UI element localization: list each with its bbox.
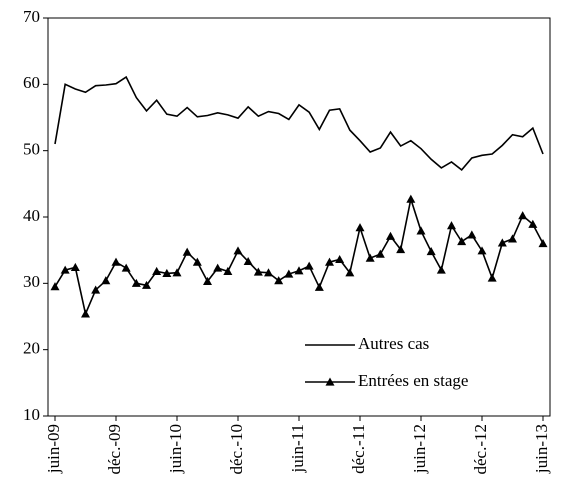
marker	[142, 280, 151, 289]
legend-label: Entrées en stage	[358, 371, 468, 390]
marker	[162, 268, 172, 277]
y-tick-label: 50	[23, 140, 40, 159]
legend-box	[300, 325, 548, 401]
y-tick-label: 10	[23, 405, 40, 424]
marker	[213, 263, 223, 272]
marker	[91, 285, 101, 294]
marker	[467, 230, 477, 239]
marker	[375, 249, 385, 258]
marker	[101, 276, 111, 285]
marker	[131, 278, 141, 287]
marker	[416, 226, 426, 235]
marker	[314, 282, 324, 291]
marker	[111, 257, 121, 266]
y-tick-label: 20	[23, 339, 40, 358]
marker	[81, 309, 90, 318]
marker	[304, 261, 314, 270]
marker	[426, 246, 436, 256]
marker	[386, 231, 395, 240]
marker	[60, 265, 70, 274]
marker	[508, 234, 517, 243]
marker	[396, 245, 406, 254]
marker	[264, 268, 273, 277]
marker	[406, 194, 416, 203]
marker	[436, 265, 446, 274]
marker	[487, 273, 497, 282]
x-tick-label: juin-12	[410, 424, 429, 474]
y-tick-label: 40	[23, 206, 40, 225]
marker	[152, 266, 162, 275]
marker	[518, 211, 528, 220]
legend-label: Autres cas	[358, 334, 429, 353]
marker	[457, 237, 467, 246]
marker	[253, 267, 263, 276]
marker	[274, 276, 284, 285]
marker	[182, 247, 192, 256]
marker	[243, 256, 253, 266]
y-tick-label: 70	[23, 7, 40, 26]
x-tick-label: déc.-10	[227, 424, 246, 475]
y-tick-label: 60	[23, 73, 40, 92]
marker	[477, 246, 487, 255]
marker	[447, 221, 456, 230]
series-line	[54, 195, 544, 317]
x-tick-label: juin-09	[44, 424, 63, 474]
marker	[335, 254, 345, 264]
series-line	[54, 75, 544, 172]
marker	[223, 266, 233, 275]
marker	[172, 268, 182, 277]
marker	[538, 239, 548, 248]
marker	[70, 262, 80, 272]
marker	[233, 246, 243, 255]
x-tick-label: juin-10	[166, 424, 185, 474]
legend-marker	[325, 377, 335, 386]
marker	[294, 266, 304, 275]
marker	[528, 219, 538, 228]
marker	[284, 269, 294, 278]
marker	[497, 238, 507, 247]
marker	[121, 263, 131, 272]
y-tick-label: 30	[23, 272, 40, 291]
marker	[50, 282, 60, 291]
x-tick-label: juin-13	[532, 424, 551, 474]
x-tick-label: déc.-09	[105, 424, 124, 475]
marker	[325, 257, 334, 266]
x-tick-label: juin-11	[288, 424, 307, 473]
marker	[355, 223, 365, 232]
marker	[203, 276, 212, 285]
marker	[365, 253, 375, 262]
marker	[345, 268, 355, 277]
x-tick-label: déc.-11	[349, 424, 368, 474]
marker	[192, 257, 202, 266]
x-tick-label: déc.-12	[471, 424, 490, 475]
